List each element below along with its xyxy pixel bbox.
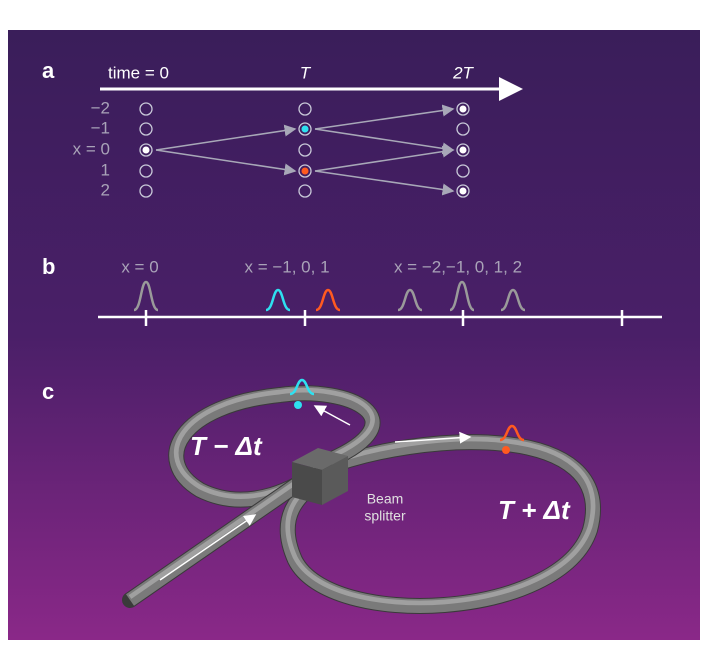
pulse-label: x = −1, 0, 1 [244, 257, 329, 276]
panel-label: a [42, 58, 55, 83]
position-label: x = 0 [73, 139, 110, 158]
photon [502, 446, 510, 454]
panel-label: c [42, 379, 54, 404]
page: {"panels": [ {"label": "a", "time_labels… [0, 0, 705, 645]
time-label: T [300, 63, 312, 82]
beam-splitter-label: splitter [364, 508, 406, 524]
background [8, 30, 700, 640]
position-label: −1 [91, 118, 110, 137]
occupied-site [143, 147, 150, 154]
panel-label: b [42, 254, 55, 279]
position-label: −2 [91, 98, 110, 117]
delay-label: T + Δt [498, 495, 571, 525]
figure: a time = 0 T 2T −2−1 x = 0 12 b x = 0 x = −1, 0, … [0, 0, 705, 645]
position-label: 2 [101, 180, 110, 199]
delay-label: T − Δt [190, 431, 263, 461]
occupied-site [460, 147, 467, 154]
time-label: 2T [452, 63, 474, 82]
occupied-site [460, 106, 467, 113]
beam-splitter-label: Beam [367, 491, 404, 507]
pulse-label: x = −2,−1, 0, 1, 2 [394, 257, 522, 276]
pulse-label: x = 0 [121, 257, 158, 276]
occupied-site [302, 126, 309, 133]
body: a time = 0 T 2T −2−1 x = 0 12 b x = 0 x = −1, 0, … [0, 0, 705, 645]
time-label: time = 0 [108, 63, 169, 82]
photon [294, 401, 302, 409]
occupied-site [302, 168, 309, 175]
occupied-site [460, 188, 467, 195]
position-label: 1 [101, 160, 110, 179]
